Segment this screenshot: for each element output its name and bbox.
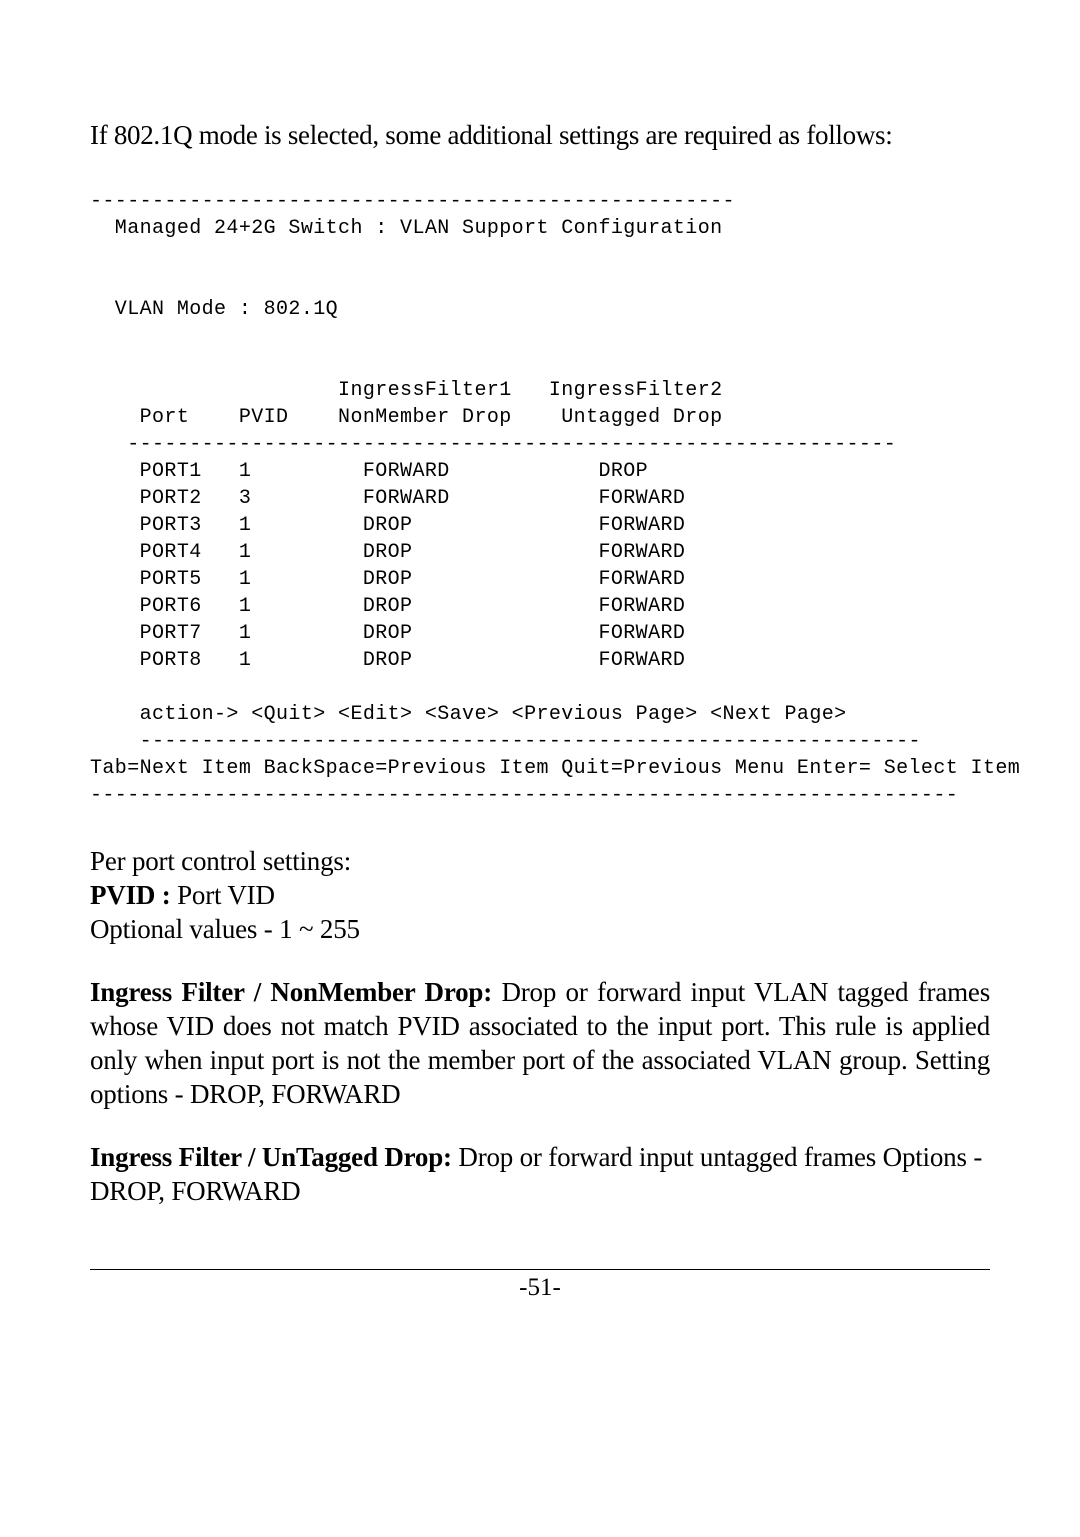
term-rule-top: ----------------------------------------… <box>90 190 735 213</box>
ingress1-label: Ingress Filter / NonMember Drop: <box>90 977 492 1007</box>
pvid-text: Port VID <box>171 880 275 910</box>
perport-heading: Per port control settings: <box>90 845 990 879</box>
table-row: PORT5 1 DROP FORWARD <box>90 568 685 591</box>
table-row: PORT1 1 FORWARD DROP <box>90 460 648 483</box>
table-row: PORT7 1 DROP FORWARD <box>90 622 685 645</box>
body-text: Per port control settings: PVID : Port V… <box>90 845 990 1209</box>
ingress2-label: Ingress Filter / UnTagged Drop: <box>90 1142 452 1172</box>
term-vlan-mode: VLAN Mode : 802.1Q <box>90 298 338 321</box>
intro-text: If 802.1Q mode is selected, some additio… <box>90 120 990 151</box>
pvid-optional: Optional values - 1 ~ 255 <box>90 913 990 947</box>
table-row: PORT3 1 DROP FORWARD <box>90 514 685 537</box>
table-row: PORT8 1 DROP FORWARD <box>90 649 685 672</box>
page-number: -51- <box>90 1274 990 1302</box>
term-help-line: Tab=Next Item BackSpace=Previous Item Qu… <box>90 757 1020 780</box>
term-header-rule: ----------------------------------------… <box>90 433 896 456</box>
term-rule-bottom: ----------------------------------------… <box>90 784 958 807</box>
term-action-row: action-> <Quit> <Edit> <Save> <Previous … <box>90 703 847 726</box>
term-action-rule: ----------------------------------------… <box>90 730 921 753</box>
table-row: PORT6 1 DROP FORWARD <box>90 595 685 618</box>
footer-rule <box>90 1269 990 1270</box>
terminal-block: ----------------------------------------… <box>90 161 990 809</box>
term-title: Managed 24+2G Switch : VLAN Support Conf… <box>90 217 723 240</box>
table-row: PORT4 1 DROP FORWARD <box>90 541 685 564</box>
term-header-2: Port PVID NonMember Drop Untagged Drop <box>90 406 723 429</box>
pvid-label: PVID : <box>90 880 171 910</box>
table-row: PORT2 3 FORWARD FORWARD <box>90 487 685 510</box>
term-header-1: IngressFilter1 IngressFilter2 <box>90 379 723 402</box>
